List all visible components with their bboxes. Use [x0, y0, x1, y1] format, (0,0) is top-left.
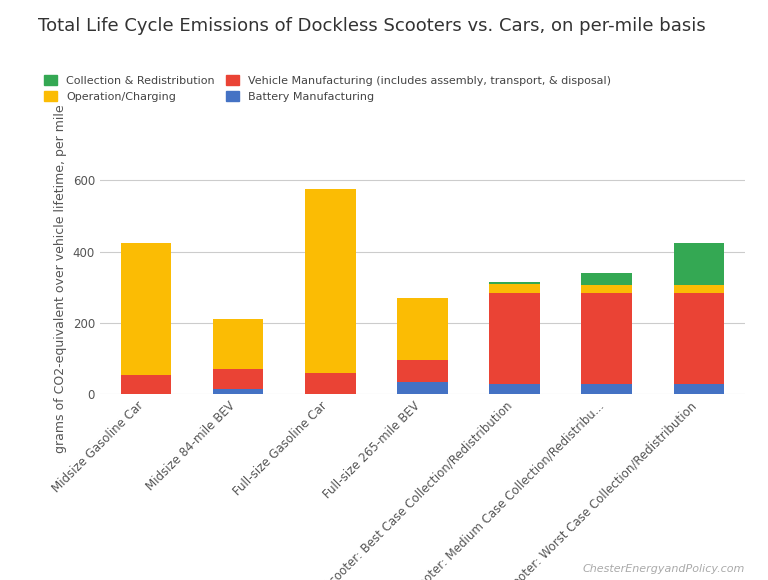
Legend: Collection & Redistribution, Operation/Charging, Vehicle Manufacturing (includes: Collection & Redistribution, Operation/C…: [44, 75, 611, 102]
Bar: [581, 285, 632, 293]
Text: ChesterEnergyandPolicy.com: ChesterEnergyandPolicy.com: [583, 564, 745, 574]
Bar: [397, 382, 448, 394]
Bar: [489, 282, 540, 284]
Bar: [213, 369, 263, 389]
Bar: [397, 361, 448, 382]
Bar: [213, 320, 263, 369]
Bar: [121, 375, 171, 394]
Bar: [213, 389, 263, 394]
Bar: [489, 384, 540, 394]
Bar: [674, 293, 724, 384]
Bar: [581, 273, 632, 285]
Bar: [581, 384, 632, 394]
Bar: [397, 298, 448, 361]
Bar: [121, 242, 171, 375]
Bar: [489, 293, 540, 384]
Y-axis label: grams of CO2-equivalent over vehicle lifetime, per mile: grams of CO2-equivalent over vehicle lif…: [55, 104, 67, 453]
Text: Total Life Cycle Emissions of Dockless Scooters vs. Cars, on per-mile basis: Total Life Cycle Emissions of Dockless S…: [38, 17, 706, 35]
Bar: [489, 284, 540, 293]
Bar: [674, 285, 724, 293]
Bar: [305, 373, 356, 394]
Bar: [305, 189, 356, 373]
Bar: [674, 242, 724, 285]
Bar: [581, 293, 632, 384]
Bar: [674, 384, 724, 394]
